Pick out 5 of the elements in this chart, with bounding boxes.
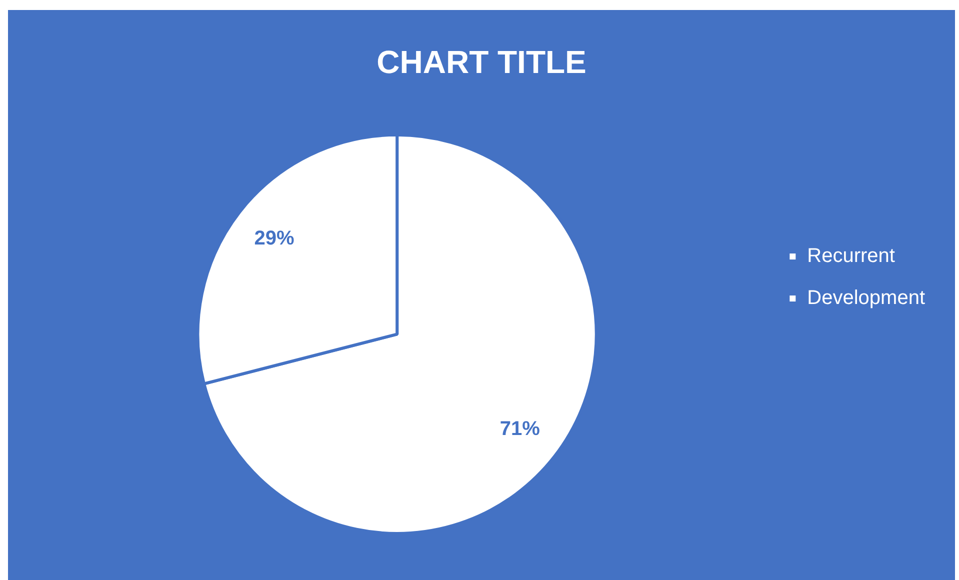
data-label: 29% xyxy=(254,227,294,250)
legend-label: Development xyxy=(807,287,926,310)
legend-label: Recurrent xyxy=(807,245,896,268)
chart-title: CHART TITLE xyxy=(376,44,586,80)
data-label: 71% xyxy=(500,418,540,440)
